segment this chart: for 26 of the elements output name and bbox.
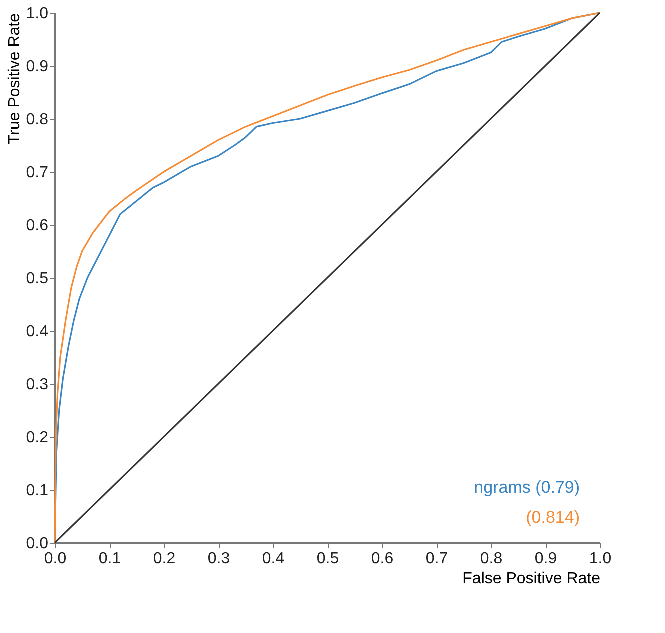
x-tick-label: 0.9 xyxy=(534,550,558,568)
y-tick-label: 0.2 xyxy=(26,430,49,446)
x-tick-label: 1.0 xyxy=(589,550,612,568)
x-tick-label: 0.4 xyxy=(262,550,285,568)
text: ngrams (0.79) xyxy=(474,478,580,497)
x-tick-label: 0.8 xyxy=(480,550,503,568)
x-tick-label: 0.7 xyxy=(426,550,448,568)
x-tick-label: 0.5 xyxy=(316,550,340,568)
y-tick-label: 0.6 xyxy=(26,218,49,234)
y-tick-label: 0.3 xyxy=(26,376,49,394)
y-tick-label: 0.4 xyxy=(26,324,49,340)
x-tick-label: 0.2 xyxy=(153,550,176,568)
y-tick-label: 0.8 xyxy=(26,112,49,128)
x-tick-label: 0.6 xyxy=(371,550,394,568)
y-tick-label: 1.0 xyxy=(26,6,49,22)
y-axis-title: True Positive Rate xyxy=(6,13,24,145)
y-tick-label: 0.0 xyxy=(26,536,49,552)
x-axis-title: False Positive Rate xyxy=(462,570,601,588)
x-tick-label: 0.1 xyxy=(98,550,122,568)
x-tick-label: 0.3 xyxy=(208,550,230,568)
text: (0.814) xyxy=(526,508,580,527)
x-tick-label: 0.0 xyxy=(44,550,67,568)
y-tick-label: 0.9 xyxy=(26,58,49,76)
y-tick-label: 0.7 xyxy=(26,164,49,182)
y-tick-label: 0.5 xyxy=(26,270,49,288)
y-tick-label: 0.1 xyxy=(26,482,49,500)
